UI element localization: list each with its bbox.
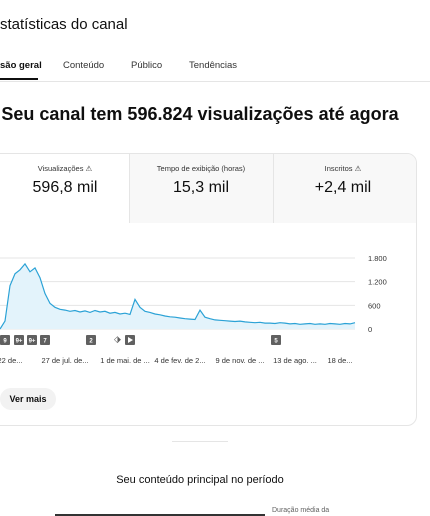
annotation-marker <box>86 335 96 345</box>
y-tick-label: 1.800 <box>368 254 387 263</box>
icon: ⬗ <box>113 334 122 344</box>
y-tick-label: 600 <box>368 301 381 310</box>
x-tick-label: 13 de ago. ... <box>273 356 317 365</box>
x-tick-label: 22 de... <box>0 356 23 365</box>
tab[interactable]: Público <box>131 60 163 71</box>
x-tick-label: 4 de fev. de 2... <box>154 356 205 365</box>
annotation-label: 5 <box>274 339 278 345</box>
metric-label-text: Visualizações <box>37 164 84 173</box>
tab[interactable]: são geral <box>0 60 42 71</box>
annotation-label: 9 <box>3 339 7 345</box>
annotation-marker <box>27 335 37 345</box>
divider <box>129 154 130 223</box>
table-rule <box>55 514 265 516</box>
icon <box>125 335 135 345</box>
annotation-marker <box>271 335 281 345</box>
svg-text:⬗: ⬗ <box>114 334 121 344</box>
metric-label[interactable]: Inscritos ⚠ <box>324 164 362 173</box>
tab[interactable]: Tendências <box>189 60 238 71</box>
y-tick-label: 0 <box>368 325 372 334</box>
y-tick-label: 1.200 <box>368 278 387 287</box>
headline: Seu canal tem 596.824 visualizações até … <box>1 104 399 124</box>
annotation-label: 9+ <box>16 339 23 345</box>
x-tick-label: 18 de... <box>327 356 352 365</box>
annotation-label: 7 <box>43 339 47 345</box>
annotation-marker <box>40 335 50 345</box>
metric-label-text: Inscritos <box>324 164 353 173</box>
annotation-marker <box>0 335 10 345</box>
button[interactable]: Ver mais <box>0 388 56 410</box>
card <box>0 153 417 426</box>
metric-label[interactable]: Visualizações ⚠ <box>37 164 93 173</box>
section-title: Seu conteúdo principal no período <box>116 474 284 486</box>
annotation-label: 9+ <box>29 339 36 345</box>
column-header: Duração média da <box>272 507 330 514</box>
x-tick-label: 27 de jul. de... <box>41 356 88 365</box>
line <box>0 262 356 330</box>
divider <box>172 441 228 442</box>
tab-bg <box>129 154 416 223</box>
x-tick-label: 1 de mai. de ... <box>100 356 150 365</box>
chart: ⬗ 0 600 1.200 1.800 22 de... 27 de jul. de...… <box>0 254 387 365</box>
area <box>0 263 355 329</box>
annotation-marker <box>14 335 24 345</box>
page-title: statísticas do canal <box>0 16 128 33</box>
tab-underline <box>0 78 38 80</box>
tab[interactable]: Conteúdo <box>63 60 105 71</box>
divider <box>0 81 430 82</box>
divider <box>273 154 274 223</box>
metric-value: 596,8 mil <box>32 179 98 196</box>
metric-value: +2,4 mil <box>314 179 372 196</box>
annotation-label: 2 <box>89 339 93 345</box>
metric-value: 15,3 mil <box>172 179 230 196</box>
x-tick-label: 9 de nov. de ... <box>215 356 264 365</box>
metric-label[interactable]: Tempo de exibição (horas) <box>156 164 246 173</box>
